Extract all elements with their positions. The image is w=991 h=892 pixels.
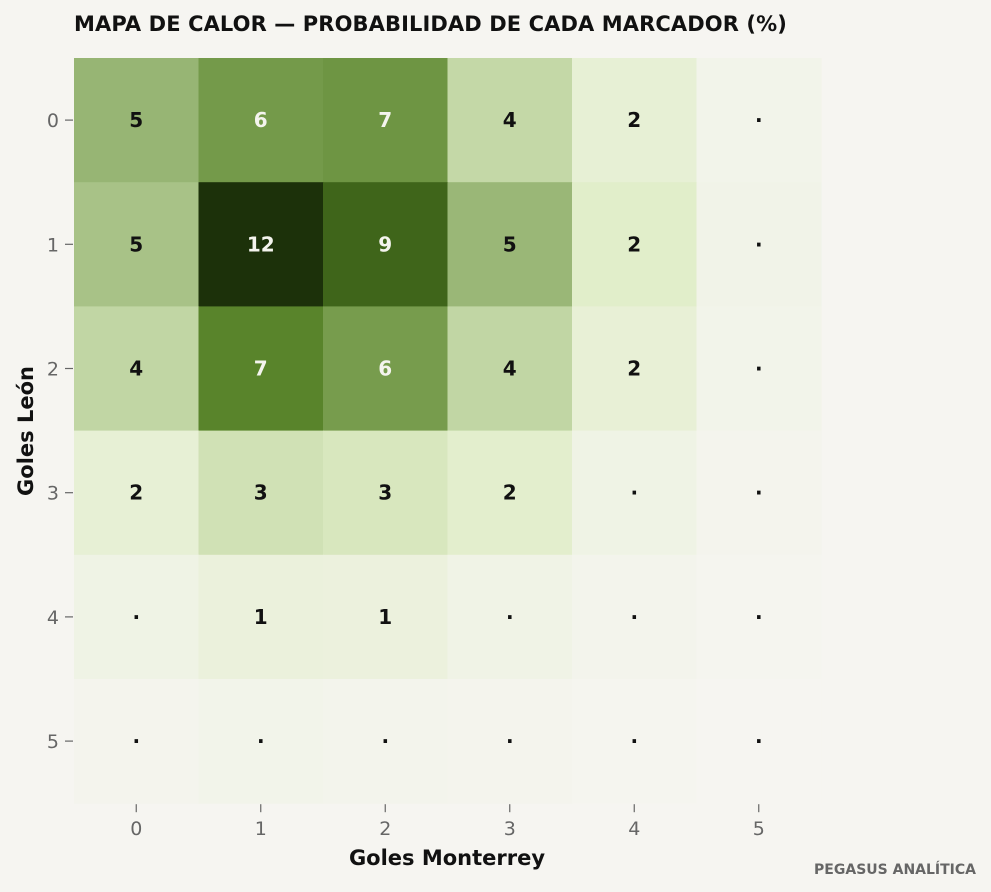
heatmap-cell bbox=[198, 58, 324, 183]
cell-value-label: 3 bbox=[378, 481, 392, 505]
heatmap-cell bbox=[572, 430, 698, 556]
heatmap-cell bbox=[74, 306, 200, 432]
heatmap-cell bbox=[323, 679, 449, 804]
cell-value-label: · bbox=[755, 232, 763, 256]
heatmap-cells bbox=[74, 58, 822, 804]
y-tick-label: 3 bbox=[47, 483, 59, 505]
cell-value-label: 4 bbox=[129, 357, 143, 381]
cell-value-label: 2 bbox=[627, 232, 641, 256]
heatmap-cell bbox=[572, 58, 698, 183]
y-axis-ticks: 0 1 2 3 4 5 bbox=[47, 110, 73, 753]
cell-value-label: · bbox=[630, 729, 638, 753]
heatmap-cell bbox=[572, 182, 698, 307]
heatmap-cell bbox=[447, 182, 573, 307]
heatmap-cell bbox=[447, 58, 573, 183]
heatmap-cell bbox=[447, 306, 573, 432]
heatmap-cell bbox=[572, 679, 698, 804]
cell-value-label: 6 bbox=[378, 357, 392, 381]
cell-value-label: 5 bbox=[129, 232, 143, 256]
cell-value-label: 2 bbox=[129, 481, 143, 505]
cell-value-label: · bbox=[755, 357, 763, 381]
heatmap-cell bbox=[74, 554, 200, 680]
heatmap-cell bbox=[74, 430, 200, 556]
cell-value-labels: 5 6 7 4 2 · 5 12 9 5 2 · 4 7 6 4 2 · 2 3 3 2 · · · 1 1 · · · · · · · · · bbox=[129, 108, 762, 753]
heatmap-cell bbox=[572, 554, 698, 680]
heatmap-cell bbox=[198, 306, 324, 432]
heatmap-cell bbox=[74, 58, 200, 183]
y-tick-label: 1 bbox=[47, 234, 59, 256]
cell-value-label: 1 bbox=[378, 605, 392, 629]
cell-value-label: 7 bbox=[378, 108, 392, 132]
cell-value-label: · bbox=[506, 729, 514, 753]
heatmap-cell bbox=[323, 58, 449, 183]
x-axis-label: Goles Monterrey bbox=[349, 846, 545, 870]
y-tick-label: 0 bbox=[47, 110, 59, 132]
cell-value-label: · bbox=[132, 605, 140, 629]
x-axis-ticks: 0 1 2 3 4 5 bbox=[130, 804, 765, 840]
y-tick-label: 2 bbox=[47, 359, 59, 381]
cell-value-label: · bbox=[755, 481, 763, 505]
y-tick-label: 5 bbox=[47, 731, 59, 753]
heatmap-cell bbox=[572, 306, 698, 432]
heatmap-cell bbox=[447, 679, 573, 804]
heatmap-cell bbox=[696, 430, 822, 556]
heatmap-cell bbox=[696, 182, 822, 307]
heatmap-cell bbox=[447, 554, 573, 680]
cell-value-label: 4 bbox=[503, 108, 517, 132]
x-tick-label: 1 bbox=[255, 818, 267, 840]
cell-value-label: 6 bbox=[254, 108, 268, 132]
heatmap-cell bbox=[323, 554, 449, 680]
heatmap-cell bbox=[74, 679, 200, 804]
heatmap-cell bbox=[696, 58, 822, 183]
cell-value-label: 9 bbox=[378, 232, 392, 256]
cell-value-label: · bbox=[755, 108, 763, 132]
cell-value-label: 12 bbox=[247, 232, 275, 256]
heatmap-cell bbox=[447, 430, 573, 556]
y-axis-label: Goles León bbox=[14, 366, 38, 496]
y-tick-label: 4 bbox=[47, 607, 59, 629]
cell-value-label: 3 bbox=[254, 481, 268, 505]
heatmap-cell bbox=[696, 306, 822, 432]
cell-value-label: 7 bbox=[254, 357, 268, 381]
cell-value-label: 2 bbox=[503, 481, 517, 505]
cell-value-label: · bbox=[755, 605, 763, 629]
heatmap-cell bbox=[198, 679, 324, 804]
cell-value-label: · bbox=[381, 729, 389, 753]
heatmap-cell bbox=[198, 182, 324, 307]
heatmap-cell bbox=[696, 554, 822, 680]
cell-value-label: · bbox=[755, 729, 763, 753]
cell-value-label: · bbox=[132, 729, 140, 753]
heatmap-cell bbox=[696, 679, 822, 804]
cell-value-label: 1 bbox=[254, 605, 268, 629]
cell-value-label: 4 bbox=[503, 357, 517, 381]
x-tick-label: 2 bbox=[379, 818, 391, 840]
x-tick-label: 5 bbox=[753, 818, 765, 840]
cell-value-label: · bbox=[630, 481, 638, 505]
cell-value-label: 2 bbox=[627, 357, 641, 381]
cell-value-label: · bbox=[506, 605, 514, 629]
cell-value-label: 5 bbox=[503, 232, 517, 256]
cell-value-label: · bbox=[630, 605, 638, 629]
heatmap-cell bbox=[323, 306, 449, 432]
heatmap-cell bbox=[323, 430, 449, 556]
x-tick-label: 0 bbox=[130, 818, 142, 840]
heatmap-cell bbox=[74, 182, 200, 307]
x-tick-label: 3 bbox=[504, 818, 516, 840]
credit-label: PEGASUS ANALÍTICA bbox=[814, 862, 976, 878]
cell-value-label: · bbox=[257, 729, 265, 753]
heatmap-cell bbox=[198, 554, 324, 680]
heatmap-cell bbox=[323, 182, 449, 307]
cell-value-label: 2 bbox=[627, 108, 641, 132]
heatmap-cell bbox=[198, 430, 324, 556]
cell-value-label: 5 bbox=[129, 108, 143, 132]
chart-title: MAPA DE CALOR — PROBABILIDAD DE CADA MAR… bbox=[74, 12, 787, 36]
x-tick-label: 4 bbox=[628, 818, 640, 840]
